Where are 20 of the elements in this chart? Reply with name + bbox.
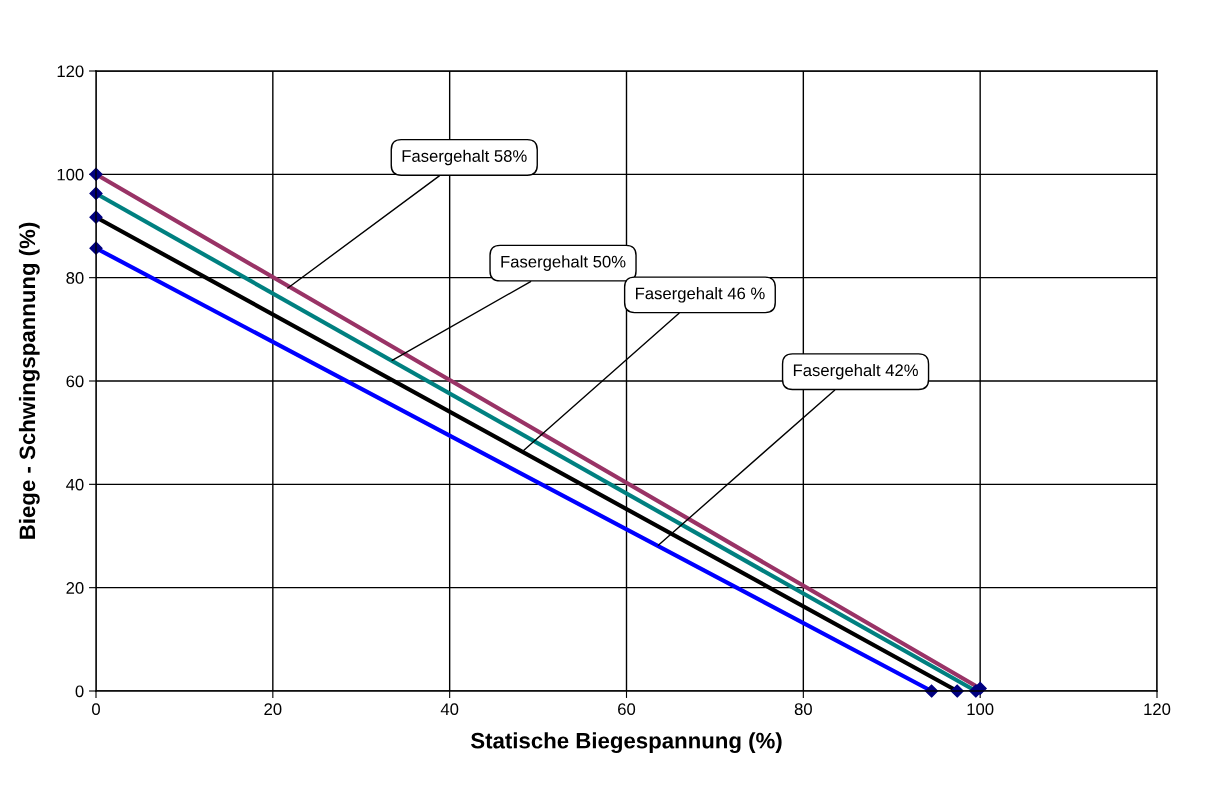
annotation: Fasergehalt 50% — [501, 255, 626, 271]
x-tick-label: 60 — [618, 703, 636, 716]
y-tick-label: 60 — [66, 375, 84, 388]
x-tick-label: 0 — [92, 703, 100, 716]
y-tick-label: 40 — [66, 478, 84, 491]
x-tick-label: 120 — [1144, 703, 1171, 716]
annotation: Fasergehalt 42% — [793, 363, 918, 380]
y-tick-label: 80 — [66, 272, 84, 284]
x-tick-label: 80 — [794, 703, 812, 716]
x-axis-title: Statische Biegespannung (%) — [470, 732, 782, 754]
y-tick-label: 100 — [57, 168, 84, 181]
x-tick-label: 20 — [264, 703, 282, 716]
y-tick-label: 0 — [75, 685, 84, 698]
annotation: Fasergehalt 58% — [402, 149, 527, 166]
y-tick-label: 20 — [66, 582, 84, 594]
y-tick-label: 120 — [57, 65, 84, 78]
x-tick-label: 40 — [440, 703, 459, 716]
annotation: Fasergehalt 46 % — [636, 287, 765, 303]
x-tick-label: 100 — [967, 703, 994, 716]
y-axis-title: Biege - Schwingspannung (%) — [18, 222, 40, 539]
